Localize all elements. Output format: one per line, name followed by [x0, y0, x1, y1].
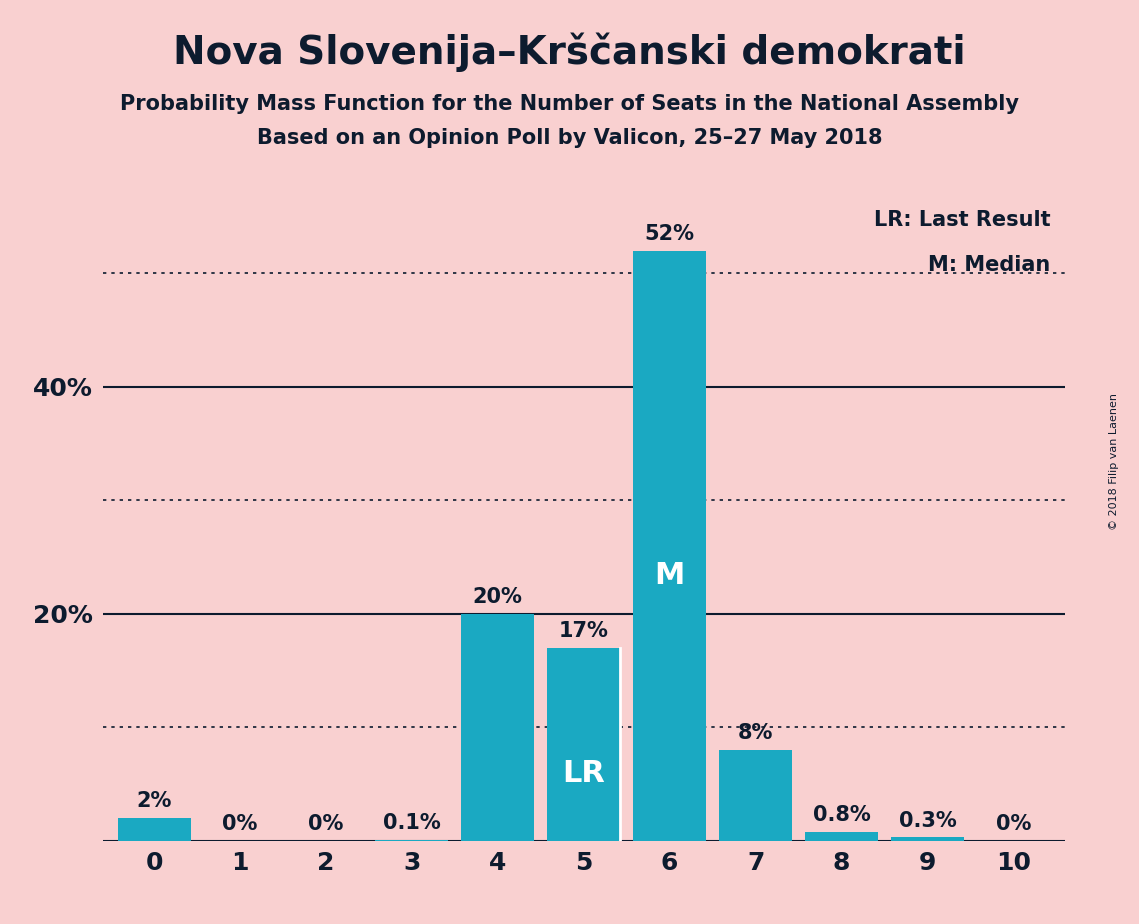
Text: Based on an Opinion Poll by Valicon, 25–27 May 2018: Based on an Opinion Poll by Valicon, 25–… [256, 128, 883, 148]
Bar [891, 837, 964, 841]
Text: 0.8%: 0.8% [812, 805, 870, 825]
Text: 52%: 52% [645, 224, 695, 244]
Text: Nova Slovenija–Krščanski demokrati: Nova Slovenija–Krščanski demokrati [173, 32, 966, 72]
Text: 0%: 0% [222, 814, 257, 834]
Text: © 2018 Filip van Laenen: © 2018 Filip van Laenen [1109, 394, 1118, 530]
Text: M: Median: M: Median [928, 255, 1050, 275]
Bar [805, 832, 878, 841]
Bar [547, 648, 621, 841]
Text: 0.3%: 0.3% [899, 810, 957, 831]
Bar [719, 750, 792, 841]
Bar [376, 840, 449, 841]
Bar [461, 614, 534, 841]
Text: M: M [655, 561, 685, 590]
Text: 20%: 20% [473, 587, 523, 607]
Text: LR: Last Result: LR: Last Result [874, 211, 1050, 230]
Text: 2%: 2% [137, 791, 172, 811]
Text: 17%: 17% [559, 621, 608, 641]
Bar [117, 818, 190, 841]
Text: LR: LR [563, 759, 605, 788]
Text: 0%: 0% [309, 814, 344, 834]
Text: 0.1%: 0.1% [383, 813, 441, 833]
Bar [633, 250, 706, 841]
Text: 0%: 0% [995, 814, 1031, 834]
Text: Probability Mass Function for the Number of Seats in the National Assembly: Probability Mass Function for the Number… [120, 94, 1019, 115]
Text: 8%: 8% [738, 723, 773, 743]
